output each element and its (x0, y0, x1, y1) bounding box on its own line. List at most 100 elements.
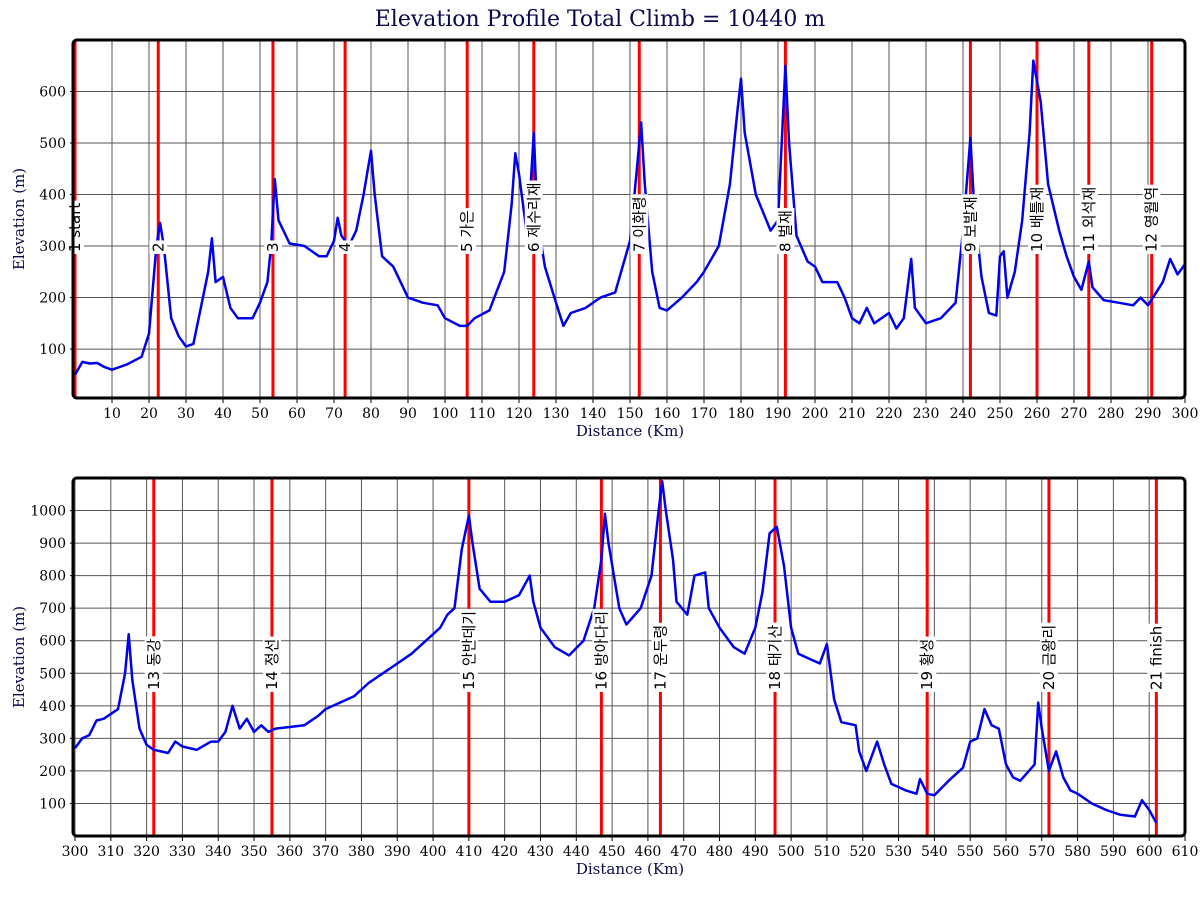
checkpoint-label: 20 금왕리 (1039, 622, 1058, 692)
x-tick-label: 460 (635, 844, 662, 860)
checkpoint-label: 4 (336, 240, 355, 254)
y-tick-label: 300 (39, 731, 66, 747)
label-box (776, 208, 795, 254)
x-tick-label: 160 (654, 406, 681, 422)
x-tick-label: 340 (205, 844, 232, 860)
checkpoint-text: 4 (336, 242, 354, 252)
label-box (630, 194, 649, 254)
y-tick-label: 700 (39, 601, 66, 617)
checkpoint-text: 13 동강 (145, 638, 163, 690)
checkpoint-text: 3 (264, 242, 282, 252)
checkpoint-label: 3 (263, 240, 282, 254)
checkpoint-text: 2 (149, 242, 167, 252)
x-tick-label: 310 (97, 844, 124, 860)
label-box (592, 608, 611, 692)
y-tick-label: 500 (39, 666, 66, 682)
x-tick-label: 490 (742, 844, 769, 860)
x-tick-label: 270 (1061, 406, 1088, 422)
elevation-line (73, 480, 1158, 824)
x-tick-label: 480 (706, 844, 733, 860)
x-tick-label: 510 (814, 844, 841, 860)
y-tick-label: 800 (39, 569, 66, 585)
checkpoint-text: 7 이화령 (630, 196, 648, 252)
y-axis-label: Elevation (m) (10, 168, 28, 270)
checkpoint-label: 7 이화령 (630, 194, 649, 254)
x-tick-label: 110 (469, 406, 496, 422)
x-tick-label: 60 (288, 406, 306, 422)
x-tick-label: 200 (802, 406, 829, 422)
x-tick-label: 520 (849, 844, 876, 860)
checkpoint-text: 6 제수리재 (525, 182, 543, 252)
label-box (1079, 184, 1098, 254)
checkpoint-label: 17 운두령 (651, 622, 670, 692)
checkpoint-text: 21 finish (1147, 626, 1165, 690)
x-tick-label: 220 (876, 406, 903, 422)
y-tick-label: 900 (39, 536, 66, 552)
x-tick-label: 230 (913, 406, 940, 422)
checkpoint-text: 17 운두령 (651, 625, 669, 690)
x-tick-label: 280 (1098, 406, 1125, 422)
checkpoint-label: 9 보발재 (961, 194, 980, 254)
x-tick-label: 100 (432, 406, 459, 422)
x-tick-label: 260 (1024, 406, 1051, 422)
x-tick-label: 90 (399, 406, 417, 422)
x-tick-label: 150 (617, 406, 644, 422)
x-tick-label: 470 (670, 844, 697, 860)
x-tick-label: 590 (1100, 844, 1127, 860)
label-box (1142, 184, 1161, 254)
label-box (336, 240, 355, 254)
checkpoint-text: 16 방아다리 (592, 611, 610, 690)
x-tick-label: 210 (839, 406, 866, 422)
x-tick-label: 530 (885, 844, 912, 860)
checkpoint-text: 1 start (66, 203, 84, 252)
x-tick-label: 140 (580, 406, 607, 422)
checkpoint-text: 12 영월역 (1143, 187, 1161, 252)
axes-frame (71, 38, 1187, 400)
x-tick-label: 550 (957, 844, 984, 860)
x-tick-label: 390 (384, 844, 411, 860)
x-tick-label: 300 (62, 844, 89, 860)
checkpoint-label: 13 동강 (144, 636, 163, 692)
y-tick-label: 200 (39, 291, 66, 307)
checkpoint-label: 11 외석재 (1079, 184, 1098, 254)
label-box (263, 240, 282, 254)
x-tick-label: 410 (456, 844, 483, 860)
x-tick-label: 330 (169, 844, 196, 860)
label-box (144, 636, 163, 692)
y-tick-label: 600 (39, 634, 66, 650)
x-tick-label: 190 (765, 406, 792, 422)
label-box (1028, 184, 1046, 254)
checkpoint-label: 15 안반데기 (459, 608, 478, 692)
checkpoint-text: 10 배틀재 (1028, 187, 1046, 252)
checkpoint-label: 10 배틀재 (1028, 184, 1046, 254)
checkpoint-label: 12 영월역 (1142, 184, 1161, 254)
x-tick-label: 180 (728, 406, 755, 422)
y-tick-label: 400 (39, 699, 66, 715)
x-tick-label: 320 (133, 844, 160, 860)
x-tick-label: 40 (214, 406, 232, 422)
x-tick-label: 440 (563, 844, 590, 860)
y-tick-label: 100 (39, 342, 66, 358)
checkpoint-label: 14 정선 (262, 636, 281, 692)
checkpoint-text: 9 보발재 (961, 196, 979, 252)
label-box (66, 200, 84, 254)
checkpoint-text: 11 외석재 (1080, 187, 1098, 252)
checkpoint-text: 8 벌재 (776, 210, 794, 252)
x-tick-label: 610 (1172, 844, 1199, 860)
label-box (1147, 623, 1166, 692)
checkpoint-label: 16 방아다리 (592, 608, 611, 692)
x-tick-label: 450 (599, 844, 626, 860)
y-tick-label: 600 (39, 85, 66, 101)
x-tick-label: 240 (950, 406, 977, 422)
x-tick-label: 50 (251, 406, 269, 422)
checkpoint-label: 21 finish (1147, 623, 1166, 692)
label-box (524, 180, 543, 254)
checkpoint-label: 8 벌재 (776, 208, 795, 254)
x-tick-label: 580 (1064, 844, 1091, 860)
label-box (961, 194, 980, 254)
x-tick-label: 360 (276, 844, 303, 860)
axes-frame (71, 476, 1187, 838)
x-tick-label: 420 (491, 844, 518, 860)
checkpoint-label: 19 황성 (918, 636, 937, 692)
